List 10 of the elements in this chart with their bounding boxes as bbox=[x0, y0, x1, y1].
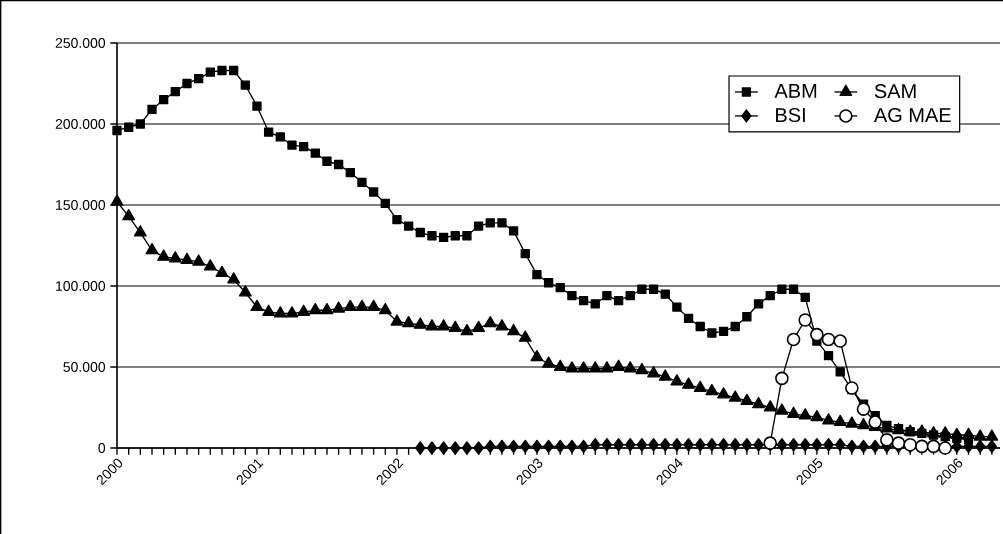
legend-label: ABM bbox=[774, 84, 817, 98]
legend-label: BSI bbox=[776, 107, 805, 123]
y-tick-label: 200.000 bbox=[55, 119, 106, 129]
y-tick-label: 150.000 bbox=[56, 200, 106, 210]
legend-label: SAM bbox=[874, 83, 916, 99]
y-tick-label: 100.000 bbox=[56, 281, 106, 291]
y-tick-label: 50.000 bbox=[63, 362, 106, 372]
y-tick-label: 0 bbox=[98, 443, 106, 453]
y-tick-label: 250.000 bbox=[55, 38, 106, 48]
legend-label: AG MAE bbox=[873, 107, 951, 123]
